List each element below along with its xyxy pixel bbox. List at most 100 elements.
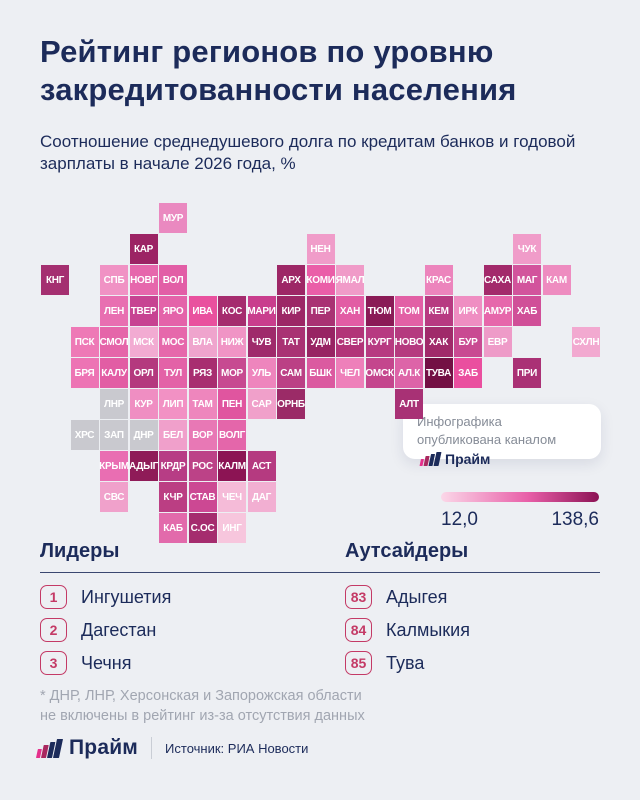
map-tile-АЛ.К: АЛ.К (395, 358, 423, 388)
map-tile-БРЯ: БРЯ (70, 358, 99, 388)
map-tile-ПРИ: ПРИ (513, 358, 541, 388)
map-tile-МОР: МОР (218, 358, 246, 388)
map-tile-ВОР: ВОР (188, 420, 217, 450)
map-tile-ТУЛ: ТУЛ (159, 358, 187, 388)
map-tile-КАЛМ: КАЛМ (218, 451, 246, 481)
footnote: * ДНР, ЛНР, Херсонская и Запорожская обл… (40, 688, 365, 724)
map-tile-ТЮМ: ТЮМ (365, 296, 394, 326)
map-tile-НОВГ: НОВГ (129, 265, 158, 295)
region-tile-map: МУР КАР НЕН ЧУК КНГ СПБ НОВГ ВОЛ АРХ КОМИ ЯМАЛ КРАС… (41, 203, 601, 544)
prime-logo-icon (35, 738, 64, 758)
map-tile-С.ОС: С.ОС (188, 513, 217, 543)
footer-brand-name: Прайм (69, 736, 139, 759)
map-tile-КЕМ: КЕМ (424, 296, 453, 326)
map-tile-САР: САР (247, 389, 276, 419)
map-tile-АЛТ: АЛТ (395, 389, 423, 419)
map-tile-ПЕР: ПЕР (306, 296, 335, 326)
publisher-badge[interactable]: Инфографика опубликована каналом Прайм (403, 404, 601, 467)
map-tile-ДАГ: ДАГ (247, 482, 276, 512)
map-tile-КОС: КОС (218, 296, 246, 326)
map-tile-АМУР: АМУР (483, 296, 512, 326)
map-tile-КРДР: КРДР (159, 451, 187, 481)
rank-badge: 85 (345, 651, 372, 675)
map-tile-АСТ: АСТ (247, 451, 276, 481)
map-tile-КАР: КАР (129, 234, 158, 264)
ranking-item: 84 Калмыкия (345, 617, 470, 643)
map-tile-МСК: МСК (129, 327, 158, 357)
map-tile-МАГ: МАГ (513, 265, 541, 295)
map-tile-СВС: СВС (100, 482, 128, 512)
map-tile-ИВА: ИВА (188, 296, 217, 326)
region-name: Адыгея (386, 586, 448, 607)
map-tile-КУРГ: КУРГ (365, 327, 394, 357)
map-tile-ЧУК: ЧУК (513, 234, 541, 264)
map-tile-ТОМ: ТОМ (395, 296, 423, 326)
map-tile-ВОЛГ: ВОЛГ (218, 420, 246, 450)
map-tile-ТАМ: ТАМ (188, 389, 217, 419)
map-tile-МАРИ: МАРИ (247, 296, 276, 326)
map-tile-ЛЕН: ЛЕН (100, 296, 128, 326)
map-tile-ОРНБ: ОРНБ (277, 389, 305, 419)
rank-badge: 1 (40, 585, 67, 609)
color-scale-bar (441, 492, 599, 502)
map-tile-ЧУВ: ЧУВ (247, 327, 276, 357)
map-tile-СХЛН: СХЛН (572, 327, 600, 357)
map-tile-ТАТ: ТАТ (277, 327, 305, 357)
footer-divider (151, 737, 153, 759)
map-tile-ЗАП: ЗАП (100, 420, 128, 450)
map-tile-ПЕН: ПЕН (218, 389, 246, 419)
map-tile-НЕН: НЕН (306, 234, 335, 264)
rank-badge: 3 (40, 651, 67, 675)
map-tile-АРХ: АРХ (277, 265, 305, 295)
map-tile-САМ: САМ (277, 358, 305, 388)
map-tile-ВОЛ: ВОЛ (159, 265, 187, 295)
map-tile-СТАВ: СТАВ (188, 482, 217, 512)
color-legend: 12,0 138,6 (441, 492, 599, 531)
region-name: Тува (386, 652, 425, 673)
region-name: Чечня (81, 652, 132, 673)
map-tile-ХРС: ХРС (70, 420, 99, 450)
page-title: Рейтинг регионов по уровню закредитованн… (40, 34, 517, 107)
map-tile-КОМИ: КОМИ (306, 265, 335, 295)
map-tile-ЯМАЛ: ЯМАЛ (336, 265, 365, 295)
outsiders-list: 83 Адыгея 84 Калмыкия 85 Тува (345, 584, 470, 683)
map-tile-КАБ: КАБ (159, 513, 187, 543)
leaders-list: 1 Ингушетия 2 Дагестан 3 Чечня (40, 584, 171, 683)
map-tile-УДМ: УДМ (306, 327, 335, 357)
map-tile-ОМСК: ОМСК (365, 358, 394, 388)
map-tile-ЛИП: ЛИП (159, 389, 187, 419)
outsiders-heading: Аутсайдеры (345, 540, 469, 562)
region-name: Калмыкия (386, 619, 470, 640)
ranking-item: 1 Ингушетия (40, 584, 171, 610)
map-tile-МОС: МОС (159, 327, 187, 357)
map-tile-ЗАБ: ЗАБ (454, 358, 482, 388)
publisher-brand-name: Прайм (445, 450, 491, 467)
map-tile-РОС: РОС (188, 451, 217, 481)
rank-badge: 84 (345, 618, 372, 642)
map-tile-ХАК: ХАК (424, 327, 453, 357)
lists-divider (40, 572, 600, 573)
footer: Прайм Источник: РИА Новости (35, 736, 308, 760)
region-name: Дагестан (81, 619, 157, 640)
publisher-badge-text: Инфографика опубликована каналом (417, 414, 557, 447)
map-tile-ИНГ: ИНГ (218, 513, 246, 543)
ranking-item: 85 Тува (345, 650, 470, 676)
map-tile-ЯРО: ЯРО (159, 296, 187, 326)
map-tile-САХА: САХА (483, 265, 512, 295)
map-tile-ЛНР: ЛНР (100, 389, 128, 419)
map-tile-АДЫГ: АДЫГ (129, 451, 158, 481)
map-tile-УЛЬ: УЛЬ (247, 358, 276, 388)
map-tile-ЧЕЛ: ЧЕЛ (336, 358, 364, 388)
legend-min-value: 12,0 (441, 509, 478, 530)
publisher-brand: Прайм (419, 450, 491, 468)
legend-max-value: 138,6 (551, 509, 599, 530)
map-tile-БШК: БШК (306, 358, 335, 388)
map-tile-НИЖ: НИЖ (218, 327, 246, 357)
map-tile-ТВЕР: ТВЕР (129, 296, 158, 326)
map-tile-КРАС: КРАС (424, 265, 453, 295)
map-tile-ХАБ: ХАБ (513, 296, 541, 326)
map-tile-БЕЛ: БЕЛ (159, 420, 187, 450)
map-tile-РЯЗ: РЯЗ (188, 358, 217, 388)
map-tile-ОРЛ: ОРЛ (129, 358, 158, 388)
